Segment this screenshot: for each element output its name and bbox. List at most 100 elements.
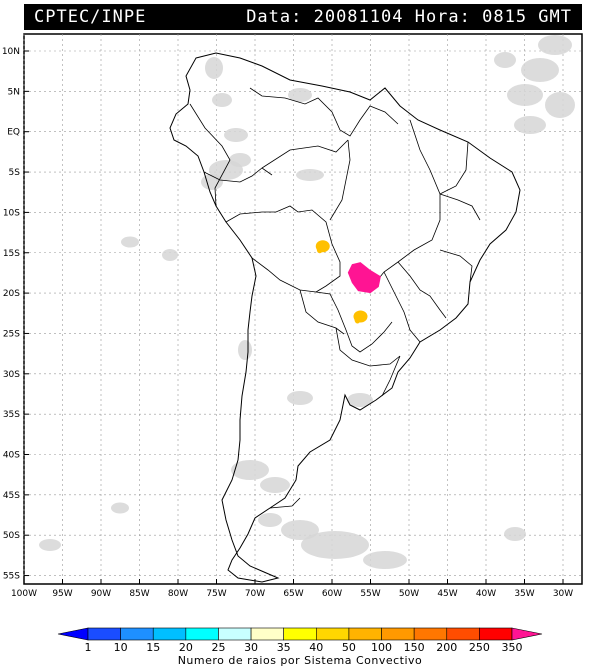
cloud-patch — [296, 169, 324, 181]
lon-tick-label: 45W — [437, 589, 457, 599]
colorbar-swatch — [57, 627, 89, 641]
colorbar-swatch — [446, 627, 480, 641]
agency-label: CPTEC/INPE — [34, 7, 147, 27]
cloud-patch — [238, 340, 252, 360]
land-outlines — [169, 52, 521, 583]
colorbar-swatch — [185, 627, 219, 641]
lat-tick-label: 35S — [3, 410, 20, 420]
colorbar-swatch — [87, 627, 121, 641]
title-bar: CPTEC/INPE Data: 20081104 Hora: 0815 GMT — [24, 4, 582, 30]
colorbar-tick-label: 20 — [179, 641, 193, 654]
cloud-patch — [231, 460, 269, 480]
cloud-patch — [39, 539, 61, 551]
colorbar-swatch — [348, 627, 382, 641]
convective-system — [315, 240, 330, 254]
cloud-patch — [281, 520, 319, 540]
cloud-patch — [287, 391, 313, 405]
lon-tick-label: 40W — [476, 589, 496, 599]
colorbar-tick-label: 1 — [85, 641, 92, 654]
colorbar-tick-label: 15 — [146, 641, 160, 654]
cloud-patch — [205, 57, 223, 79]
lon-tick-label: 90W — [91, 589, 111, 599]
lat-tick-label: 50S — [3, 531, 20, 541]
lon-tick-label: 80W — [168, 589, 188, 599]
lat-tick-label: 25S — [3, 329, 20, 339]
lat-tick-label: 10N — [2, 47, 20, 57]
lat-tick-label: 45S — [3, 491, 20, 501]
cloud-patch — [258, 513, 282, 527]
timestamp-label: Data: 20081104 Hora: 0815 GMT — [246, 7, 572, 27]
colorbar-swatch — [152, 627, 187, 641]
lon-tick-label: 100W — [11, 589, 37, 599]
colorbar-tick-label: 200 — [436, 641, 457, 654]
cloud-patch — [201, 174, 223, 190]
lon-tick-label: 75W — [206, 589, 226, 599]
colorbar-swatch — [381, 627, 415, 641]
country-borders — [189, 87, 481, 509]
longitude-axis: 100W 95W 90W 85W 80W 75W 70W 65W 60W 55W 50W 45W 40W… — [11, 579, 573, 599]
colorbar-tick-label: 35 — [277, 641, 291, 654]
lat-tick-label: 5S — [9, 168, 21, 178]
lat-tick-label: 30S — [3, 370, 20, 380]
colorbar-swatch — [413, 627, 448, 641]
cloud-patch — [347, 393, 373, 407]
colorbar-tick-label: 50 — [342, 641, 356, 654]
cloud-patch — [545, 92, 575, 118]
colorbar-tick-label: 150 — [404, 641, 425, 654]
colorbar-swatch — [511, 627, 543, 641]
colorbar-caption: Numero de raios por Sistema Convectivo — [177, 654, 423, 667]
colorbar-tick-label: 25 — [211, 641, 225, 654]
cloud-patch — [521, 58, 559, 82]
cloud-patch — [229, 153, 251, 167]
latitude-axis: 10N 5N EQ 5S 10S 15S 20S 25S 30S 35S 40S 45S 50S 55S — [2, 47, 29, 582]
cloud-patch — [260, 477, 290, 493]
colorbar-tick-label: 100 — [371, 641, 392, 654]
lon-tick-label: 35W — [514, 589, 534, 599]
lat-tick-label: 15S — [3, 249, 20, 259]
cloud-patch — [162, 249, 178, 261]
lat-tick-label: 5N — [8, 87, 20, 97]
lat-tick-label: EQ — [7, 128, 20, 138]
colorbar-swatch — [316, 627, 350, 641]
cloud-patch — [494, 52, 516, 68]
convective-system — [353, 310, 368, 324]
lon-tick-label: 85W — [129, 589, 149, 599]
lon-tick-label: 30W — [553, 589, 573, 599]
cloud-patch — [538, 35, 572, 55]
cloud-patch — [224, 128, 248, 142]
colorbar-tick-label: 250 — [469, 641, 490, 654]
lat-tick-label: 40S — [3, 451, 20, 461]
lat-tick-label: 55S — [3, 572, 20, 582]
colorbar-tick-label: 30 — [244, 641, 258, 654]
south-america-coastline — [169, 52, 521, 583]
cloud-patch — [507, 84, 543, 106]
cloud-patch — [288, 88, 312, 102]
colorbar-tick-label: 40 — [309, 641, 323, 654]
colorbar-tick-label: 350 — [502, 641, 523, 654]
cloud-patch — [212, 93, 232, 107]
convective-system — [347, 262, 381, 294]
cloud-patch — [504, 527, 526, 541]
colorbar-swatch — [283, 627, 317, 641]
lon-tick-label: 50W — [399, 589, 419, 599]
cloud-patch — [121, 236, 139, 248]
convective-systems — [315, 240, 381, 324]
lon-tick-label: 70W — [245, 589, 265, 599]
colorbar-swatch — [120, 627, 154, 641]
colorbar-tick-label: 10 — [114, 641, 128, 654]
graticule — [23, 34, 582, 584]
cloud-patch — [514, 116, 546, 134]
lon-tick-label: 60W — [322, 589, 342, 599]
lon-tick-label: 65W — [283, 589, 303, 599]
lon-tick-label: 95W — [52, 589, 72, 599]
cloud-cover — [39, 35, 575, 569]
lat-tick-label: 20S — [3, 289, 20, 299]
lat-tick-label: 10S — [3, 208, 20, 218]
cloud-patch — [301, 531, 369, 559]
colorbar-swatch — [250, 627, 284, 641]
cloud-patch — [363, 551, 407, 569]
colorbar-swatch — [479, 627, 513, 641]
map-frame — [23, 33, 583, 585]
lightning-colorbar: 1 10 15 20 25 30 35 40 50 100 150 200 250 350 — [57, 627, 543, 654]
